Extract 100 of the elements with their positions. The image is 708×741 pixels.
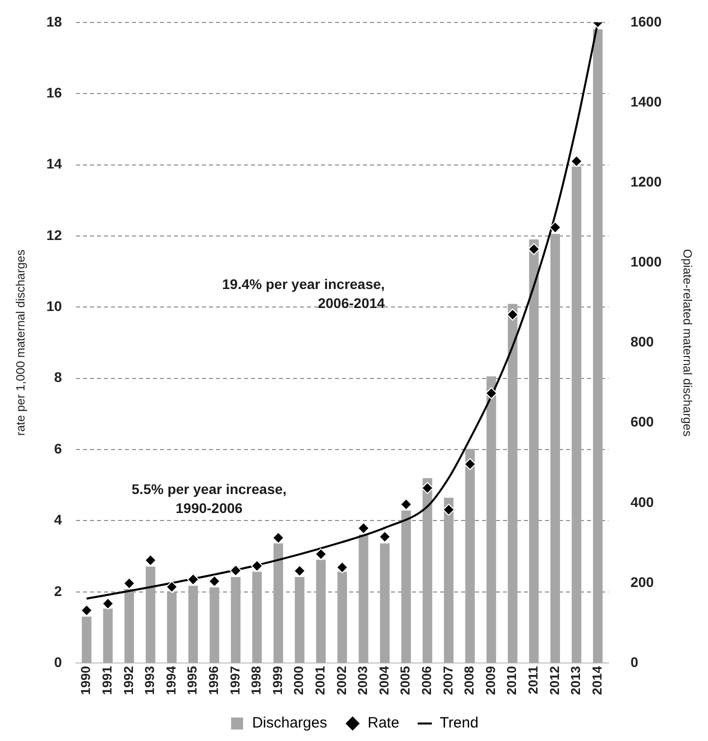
bar bbox=[167, 592, 177, 664]
y-tick-label: 4 bbox=[54, 512, 62, 528]
x-tick-label: 1991 bbox=[100, 666, 114, 695]
bar bbox=[593, 29, 603, 664]
point bbox=[187, 573, 200, 586]
bar bbox=[188, 586, 198, 664]
bar bbox=[529, 239, 539, 664]
bar bbox=[422, 478, 432, 664]
y2-tick-label: 800 bbox=[630, 334, 654, 350]
point bbox=[102, 598, 114, 610]
x-tick-label: 1994 bbox=[163, 665, 178, 695]
bar bbox=[252, 572, 262, 664]
bar bbox=[210, 587, 220, 664]
bar bbox=[486, 376, 496, 664]
point bbox=[294, 564, 306, 577]
y2-tick-label: 600 bbox=[630, 414, 654, 430]
bar bbox=[444, 498, 454, 664]
point bbox=[549, 221, 562, 234]
y-tick-label: 0 bbox=[54, 654, 62, 670]
point bbox=[272, 532, 284, 544]
bar bbox=[337, 572, 348, 664]
point bbox=[570, 155, 583, 168]
x-tick-label: 2012 bbox=[546, 666, 562, 695]
y-tick-label: 16 bbox=[46, 84, 62, 100]
x-tick-label: 2005 bbox=[398, 666, 413, 695]
x-tick-label: 2010 bbox=[504, 666, 520, 695]
y2-tick-label: 0 bbox=[630, 654, 638, 670]
y-tick-label: 6 bbox=[54, 440, 62, 456]
y-tick-label: 10 bbox=[46, 298, 62, 314]
y2-tick-label: 1200 bbox=[630, 173, 662, 190]
x-tick-label: 2004 bbox=[376, 665, 392, 695]
point bbox=[144, 554, 157, 566]
x-tick-label: 2008 bbox=[462, 666, 477, 695]
x-tick-label: 2000 bbox=[291, 666, 306, 695]
bar bbox=[380, 543, 390, 664]
x-tick-label: 1996 bbox=[206, 666, 221, 695]
bar bbox=[572, 166, 582, 664]
point bbox=[123, 577, 136, 590]
y-axis-title: rate per 1,000 maternal discharges bbox=[14, 250, 28, 436]
bar bbox=[358, 534, 368, 664]
x-tick-label: 2013 bbox=[568, 666, 584, 695]
bar bbox=[103, 608, 113, 664]
y-tick-label: 12 bbox=[46, 226, 62, 243]
x-tick-label: 1997 bbox=[227, 666, 242, 695]
annotation: 5.5% per year increase, 1990-2006 bbox=[132, 480, 287, 516]
annotation: 19.4% per year increase, 2006-2014 bbox=[222, 276, 386, 311]
x-tick-label: 2007 bbox=[440, 666, 456, 695]
point bbox=[80, 604, 93, 616]
point bbox=[400, 498, 412, 510]
bar bbox=[508, 304, 518, 664]
legend-label: Trend bbox=[440, 714, 478, 732]
y2-tick-label: 1000 bbox=[630, 254, 662, 270]
y2-tick-label: 400 bbox=[630, 494, 654, 510]
bar bbox=[294, 576, 304, 664]
bar bbox=[146, 566, 156, 664]
y-tick-label: 14 bbox=[46, 156, 62, 172]
y-tick-label: 18 bbox=[46, 13, 62, 30]
bar bbox=[316, 560, 326, 664]
point bbox=[442, 504, 455, 516]
x-tick-label: 2009 bbox=[482, 666, 498, 695]
x-tick-label: 1995 bbox=[184, 666, 200, 695]
x-tick-label: 2006 bbox=[418, 666, 434, 695]
point bbox=[528, 243, 540, 256]
bar bbox=[82, 616, 92, 664]
x-tick-label: 1999 bbox=[270, 666, 285, 695]
y2-tick-label: 200 bbox=[630, 574, 654, 590]
bar bbox=[465, 448, 475, 664]
y-tick-label: 8 bbox=[54, 369, 62, 386]
x-tick-label: 2011 bbox=[525, 666, 540, 694]
y2-tick-label: 1600 bbox=[630, 13, 662, 30]
point bbox=[166, 580, 178, 593]
legend-label: Rate bbox=[368, 714, 400, 732]
point bbox=[230, 564, 242, 577]
bar bbox=[550, 234, 560, 664]
point bbox=[506, 308, 519, 321]
x-tick-label: 1993 bbox=[142, 666, 158, 695]
point bbox=[358, 522, 370, 534]
y2-axis-title: Opiate-related maternal discharges bbox=[680, 249, 694, 436]
point bbox=[336, 561, 348, 574]
x-tick-label: 2003 bbox=[355, 666, 370, 695]
point bbox=[464, 458, 476, 470]
legend-label: Discharges bbox=[252, 714, 328, 732]
y-tick-label: 2 bbox=[54, 582, 62, 599]
x-tick-label: 2001 bbox=[312, 666, 328, 695]
x-tick-label: 2014 bbox=[589, 665, 604, 695]
point bbox=[421, 482, 434, 494]
bar bbox=[274, 543, 284, 664]
point bbox=[208, 575, 220, 588]
bar bbox=[124, 589, 134, 664]
x-tick-label: 1992 bbox=[120, 666, 136, 695]
x-tick-label: 1990 bbox=[78, 666, 94, 695]
x-tick-label: 2002 bbox=[334, 666, 349, 695]
x-tick-label: 1998 bbox=[248, 666, 264, 695]
point bbox=[485, 387, 498, 400]
point bbox=[314, 548, 327, 560]
bar bbox=[401, 510, 411, 664]
point bbox=[378, 530, 391, 543]
y2-tick-label: 1400 bbox=[630, 93, 662, 110]
bar bbox=[230, 576, 241, 664]
point bbox=[251, 560, 264, 572]
